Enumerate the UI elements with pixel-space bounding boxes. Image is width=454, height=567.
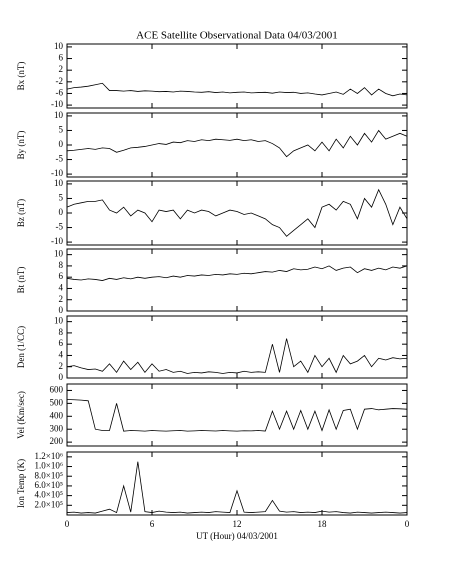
- y-tick-label: 10: [54, 178, 64, 188]
- y-tick-label: 600: [50, 385, 64, 395]
- y-tick-label: -6: [56, 88, 64, 98]
- y-tick-label: 2: [59, 294, 64, 304]
- data-line: [66, 399, 408, 432]
- y-tick-label: 2: [59, 361, 64, 371]
- y-tick-label: 0: [59, 305, 64, 315]
- data-line: [66, 338, 408, 374]
- y-tick-label: 400: [50, 410, 64, 420]
- y-tick-label: -2: [56, 76, 64, 86]
- y-tick-label: 6: [59, 53, 64, 63]
- y-tick-label: 8.0×10⁵: [35, 470, 63, 480]
- y-tick-label: 4: [59, 283, 64, 293]
- chart-title: ACE Satellite Observational Data 04/03/2…: [136, 30, 338, 42]
- y-tick-label: 4: [59, 350, 64, 360]
- y-tick-label: 6.0×10⁵: [35, 480, 63, 490]
- y-tick-label: 6: [59, 338, 64, 348]
- y-tick-label: 10: [54, 316, 64, 326]
- y-tick-label: 6: [59, 271, 64, 281]
- y-tick-label: 8: [59, 260, 64, 270]
- x-tick-label: 0: [65, 519, 70, 529]
- y-tick-label: 5: [59, 193, 64, 203]
- y-tick-label: -10: [51, 236, 63, 246]
- y-tick-label: -5: [56, 222, 64, 232]
- y-tick-label: 10: [54, 249, 64, 259]
- data-line: [66, 82, 408, 97]
- y-axis-label: Vel (Km/sec): [16, 391, 26, 439]
- y-tick-label: 1.2×10⁶: [35, 451, 63, 461]
- y-tick-label: 0: [59, 372, 64, 382]
- y-tick-label: 1.0×10⁶: [35, 461, 63, 471]
- data-line: [66, 461, 408, 514]
- x-axis-label: UT (Hour) 04/03/2001: [196, 531, 278, 541]
- y-tick-label: 10: [54, 41, 64, 51]
- y-axis-label: Bt (nT): [16, 267, 26, 294]
- y-tick-label: 2.0×10⁵: [35, 499, 63, 509]
- data-line: [66, 265, 408, 281]
- y-tick-label: -10: [51, 168, 63, 178]
- y-axis-label: Bx (nT): [16, 62, 26, 91]
- y-tick-label: -5: [56, 154, 64, 164]
- y-tick-label: 5: [59, 125, 64, 135]
- y-axis-label: Ion Temp (K): [16, 459, 26, 508]
- x-tick-label: 18: [318, 519, 328, 529]
- x-tick-label: 12: [233, 519, 242, 529]
- y-tick-label: 200: [50, 436, 64, 446]
- y-tick-label: 300: [50, 423, 64, 433]
- y-axis-label: Den (1/CC): [16, 326, 26, 368]
- y-tick-label: 4.0×10⁵: [35, 490, 63, 500]
- x-tick-label: 6: [150, 519, 155, 529]
- y-tick-label: 500: [50, 397, 64, 407]
- y-tick-label: -10: [51, 99, 63, 109]
- data-line: [66, 129, 408, 158]
- y-axis-label: By (nT): [16, 131, 26, 160]
- y-tick-label: 0: [59, 207, 64, 217]
- y-axis-label: Bz (nT): [16, 199, 26, 227]
- x-tick-label: 0: [405, 519, 410, 529]
- y-tick-label: 10: [54, 110, 64, 120]
- y-tick-label: 8: [59, 327, 64, 337]
- y-tick-label: 2: [59, 64, 64, 74]
- data-line: [66, 188, 408, 237]
- y-tick-label: 0: [59, 139, 64, 149]
